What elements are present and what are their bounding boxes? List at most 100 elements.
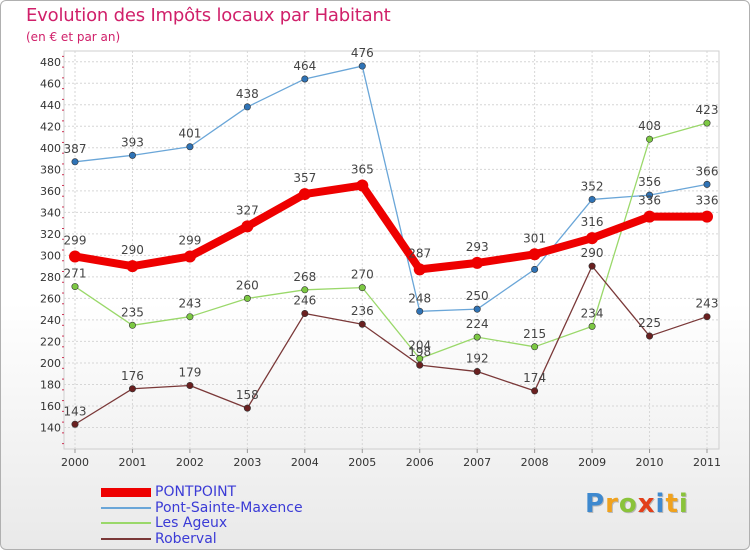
legend-label-roberval: Roberval	[155, 531, 217, 547]
x-tick-label: 2003	[233, 456, 261, 469]
data-label-roberval: 176	[121, 369, 144, 383]
data-label-les-ageux: 224	[466, 317, 489, 331]
data-label-roberval: 243	[696, 297, 719, 311]
data-label-pontpoint: 316	[581, 215, 604, 229]
x-tick-label: 2011	[693, 456, 721, 469]
data-point-pontpoint	[298, 188, 311, 201]
legend-item-pontpoint: PONTPOINT	[101, 485, 236, 500]
data-point-les-ageux	[703, 119, 711, 127]
y-tick-label: 460	[40, 77, 61, 90]
data-point-roberval	[186, 382, 194, 390]
logo-letter: i	[655, 489, 666, 519]
legend-item-roberval: Roberval	[101, 532, 217, 547]
data-label-les-ageux: 243	[178, 297, 201, 311]
legend-item-pont-sainte-maxence: Pont-Sainte-Maxence	[101, 501, 303, 516]
data-point-roberval	[71, 420, 79, 428]
x-tick-label: 2005	[348, 456, 376, 469]
legend-swatch-pont-sainte-maxence	[101, 507, 151, 509]
data-point-pont-sainte-maxence	[703, 180, 711, 188]
y-tick-label: 200	[40, 357, 61, 370]
data-label-pontpoint: 299	[64, 233, 87, 247]
data-label-pont-sainte-maxence: 387	[64, 142, 87, 156]
data-point-roberval	[416, 361, 424, 369]
data-point-pont-sainte-maxence	[128, 151, 136, 159]
data-point-pontpoint	[69, 250, 81, 263]
data-point-roberval	[358, 320, 366, 328]
logo-letter: r	[605, 489, 619, 519]
data-point-les-ageux	[646, 135, 654, 143]
y-tick-label: 260	[40, 292, 61, 305]
data-label-les-ageux: 204	[408, 339, 431, 353]
data-label-roberval: 198	[408, 345, 431, 359]
y-tick-label: 180	[40, 378, 61, 391]
data-label-roberval: 290	[581, 246, 604, 260]
data-point-pontpoint	[413, 263, 426, 276]
y-tick-label: 160	[40, 400, 61, 413]
series-line-roberval	[74, 265, 708, 425]
y-tick-label: 440	[40, 99, 61, 112]
x-tick-label: 2006	[406, 456, 434, 469]
legend-swatch-les-ageux	[101, 522, 151, 524]
data-label-roberval: 225	[638, 316, 661, 330]
data-point-les-ageux	[358, 284, 366, 292]
logo-letter: t	[665, 489, 679, 519]
y-tick-label: 300	[40, 249, 61, 262]
data-label-pontpoint: 301	[523, 231, 546, 245]
data-label-les-ageux: 215	[523, 327, 546, 341]
legend-label-pontpoint: PONTPOINT	[155, 484, 237, 500]
y-tick-label: 320	[40, 228, 61, 241]
data-label-pont-sainte-maxence: 352	[581, 179, 604, 193]
data-label-roberval: 174	[523, 371, 546, 385]
data-label-pont-sainte-maxence: 248	[408, 291, 431, 305]
data-point-roberval	[588, 262, 596, 270]
data-label-les-ageux: 408	[638, 119, 661, 133]
data-label-pontpoint: 357	[293, 171, 316, 185]
x-tick-label: 2008	[521, 456, 549, 469]
y-tick-label: 140	[40, 421, 61, 434]
data-point-pont-sainte-maxence	[473, 305, 481, 313]
data-label-roberval: 192	[466, 352, 489, 366]
data-label-les-ageux: 271	[64, 267, 87, 281]
data-point-roberval	[128, 385, 136, 393]
data-label-pont-sainte-maxence: 356	[638, 175, 661, 189]
data-point-pontpoint	[528, 248, 541, 261]
logo-letter: i	[678, 489, 689, 519]
data-point-roberval	[703, 313, 711, 321]
data-label-pont-sainte-maxence: 476	[351, 46, 374, 60]
y-tick-label: 480	[40, 56, 61, 69]
data-point-pontpoint	[471, 256, 484, 269]
y-tick-label: 280	[40, 271, 61, 284]
x-tick-label: 2004	[291, 456, 319, 469]
data-label-pontpoint: 365	[351, 162, 374, 176]
y-tick-label: 220	[40, 335, 61, 348]
data-label-pont-sainte-maxence: 401	[178, 127, 201, 141]
x-tick-label: 2001	[118, 456, 146, 469]
x-tick-label: 2010	[636, 456, 664, 469]
data-label-les-ageux: 270	[351, 268, 374, 282]
y-tick-label: 340	[40, 206, 61, 219]
x-tick-label: 2007	[463, 456, 491, 469]
data-point-pontpoint	[356, 179, 369, 192]
proxiti-logo: Proxiti	[585, 489, 689, 519]
data-label-pontpoint: 336	[696, 194, 719, 208]
y-tick-label: 420	[40, 120, 61, 133]
data-point-pontpoint	[241, 220, 254, 233]
data-point-pontpoint	[586, 232, 599, 245]
data-point-pont-sainte-maxence	[186, 143, 194, 151]
data-label-les-ageux: 268	[293, 270, 316, 284]
y-tick-label: 240	[40, 314, 61, 327]
data-label-pont-sainte-maxence: 366	[696, 164, 719, 178]
data-point-pontpoint	[701, 210, 713, 223]
data-label-les-ageux: 260	[236, 278, 259, 292]
data-point-roberval	[646, 332, 654, 340]
data-label-pont-sainte-maxence: 250	[466, 289, 489, 303]
data-point-les-ageux	[301, 286, 309, 294]
data-label-pontpoint: 293	[466, 240, 489, 254]
series-line-pontpoint	[71, 181, 711, 274]
x-tick-label: 2000	[61, 456, 89, 469]
x-tick-label: 2002	[176, 456, 204, 469]
series-line-pont-sainte-maxence	[74, 65, 708, 312]
data-point-pont-sainte-maxence	[531, 265, 539, 273]
